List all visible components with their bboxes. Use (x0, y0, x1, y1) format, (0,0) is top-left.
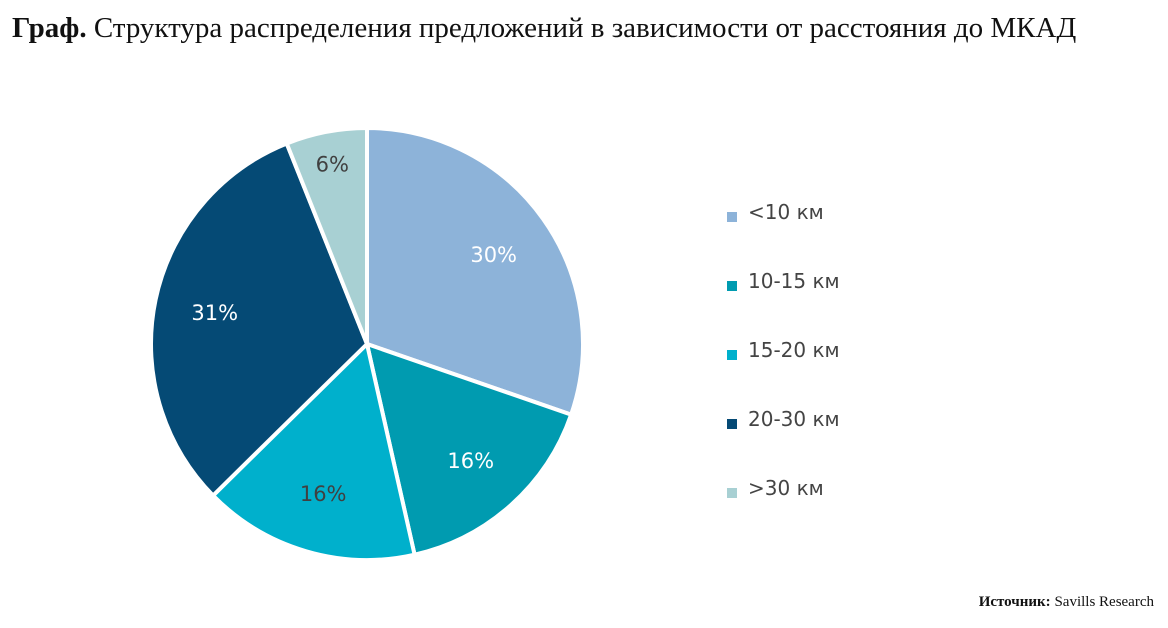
data-label-3: 31% (191, 301, 238, 325)
chart-title: Граф. Структура распределения предложени… (12, 12, 1076, 45)
pie-slice-3 (149, 141, 369, 498)
legend-swatch (727, 350, 737, 360)
title-text: Структура распределения предложений в за… (86, 12, 1077, 44)
data-label-4: 6% (316, 153, 349, 177)
pie-slice-1 (365, 342, 574, 557)
legend-swatch (727, 212, 737, 222)
legend-swatch (727, 488, 737, 498)
source-text: Savills Research (1050, 594, 1154, 610)
source-note: Источник: Savills Research (979, 594, 1154, 611)
title-prefix: Граф. (12, 12, 87, 44)
legend-label: 20-30 км (748, 407, 840, 431)
source-label: Источник: (978, 594, 1051, 610)
legend-label: >30 км (748, 476, 824, 500)
legend-item: 20-30 км (727, 407, 840, 476)
legend-swatch (727, 419, 737, 429)
legend-item: <10 км (727, 200, 840, 269)
legend: <10 км 10-15 км 15-20 км 20-30 км >30 км (727, 200, 840, 545)
pie-slice-4 (284, 126, 369, 346)
data-label-2: 16% (300, 482, 347, 506)
legend-item: 15-20 км (727, 338, 840, 407)
legend-label: 15-20 км (748, 338, 840, 362)
legend-label: 10-15 км (748, 269, 840, 293)
legend-swatch (727, 281, 737, 291)
legend-item: 10-15 км (727, 269, 840, 338)
legend-item: >30 км (727, 476, 840, 545)
pie-slice-2 (211, 342, 417, 562)
legend-label: <10 км (748, 200, 824, 224)
pie-slice-0 (365, 126, 585, 417)
data-label-1: 16% (447, 449, 494, 473)
data-label-0: 30% (470, 243, 517, 267)
